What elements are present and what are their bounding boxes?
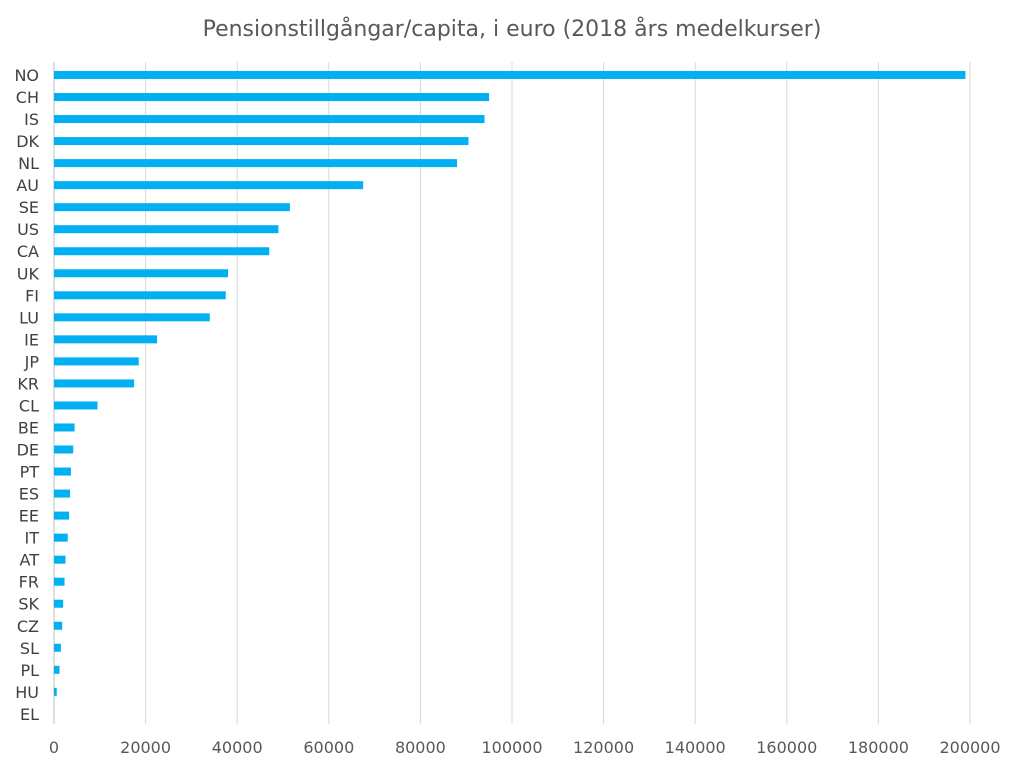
category-label: FR <box>19 573 39 592</box>
category-labels: NO CH IS DK NL AU SE US CA UK FI LU IE JP KR CL BE DE PT ES… <box>14 66 39 724</box>
bar <box>54 71 966 79</box>
category-label: PT <box>20 463 40 482</box>
category-label: KR <box>17 374 39 393</box>
chart-title: Pensionstillgångar/capita, i euro (2018 … <box>203 16 822 42</box>
category-label: US <box>17 220 39 239</box>
bar <box>54 687 57 696</box>
x-tick-label: 60000 <box>303 738 354 757</box>
bar <box>54 555 66 564</box>
x-tick-label: 180000 <box>848 738 909 757</box>
bar <box>54 467 71 476</box>
category-label: SL <box>20 639 39 658</box>
bar <box>54 181 364 190</box>
bar <box>54 115 485 124</box>
bar <box>54 643 61 652</box>
x-tick-label: 140000 <box>665 738 726 757</box>
bar <box>54 291 226 300</box>
category-label: CA <box>17 242 39 261</box>
bar <box>54 357 139 366</box>
category-label: IT <box>25 529 40 548</box>
x-axis-tick-labels: 0 20000 40000 60000 80000 100000 120000 140000 1… <box>49 738 1001 757</box>
category-label: AT <box>20 551 40 570</box>
x-tick-label: 160000 <box>756 738 817 757</box>
x-tick-label: 100000 <box>481 738 542 757</box>
category-label: IE <box>24 330 39 349</box>
bar <box>54 533 68 542</box>
bar <box>54 489 71 498</box>
x-tick-label: 0 <box>49 738 59 757</box>
bar <box>54 93 490 102</box>
x-tick-label: 120000 <box>573 738 634 757</box>
category-label: IS <box>24 110 39 129</box>
category-label: NL <box>18 154 39 173</box>
category-label: ES <box>19 485 39 504</box>
x-tick-label: 20000 <box>120 738 171 757</box>
bar <box>54 313 210 322</box>
bar <box>54 137 469 146</box>
bar <box>54 159 458 168</box>
category-label: PL <box>20 661 39 680</box>
category-label: SE <box>19 198 39 217</box>
bar <box>54 577 65 586</box>
category-label: DK <box>16 132 39 151</box>
category-label: EE <box>19 507 39 526</box>
category-label: LU <box>19 308 39 327</box>
category-label: SK <box>18 595 39 614</box>
bar <box>54 621 63 630</box>
x-tick-label: 80000 <box>395 738 446 757</box>
category-label: AU <box>16 176 39 195</box>
bar <box>54 599 64 608</box>
bar <box>54 203 290 212</box>
category-label: NO <box>14 66 39 85</box>
category-label: BE <box>18 418 39 437</box>
x-tick-label: 200000 <box>939 738 1000 757</box>
bar <box>54 665 60 674</box>
category-label: HU <box>15 683 39 702</box>
bar <box>54 269 229 278</box>
x-tick-label: 40000 <box>212 738 263 757</box>
grid-layer <box>53 62 971 724</box>
bar <box>54 401 98 410</box>
category-label: JP <box>24 352 40 371</box>
category-label: CL <box>19 396 39 415</box>
bar <box>54 225 279 234</box>
bar <box>54 511 70 520</box>
category-label: FI <box>25 286 39 305</box>
category-label: CH <box>16 88 39 107</box>
bar <box>54 247 270 256</box>
bar <box>54 335 158 344</box>
category-label: DE <box>17 441 39 460</box>
bar <box>54 379 135 388</box>
bar-layer <box>54 71 966 696</box>
bar <box>54 423 75 432</box>
category-label: UK <box>17 264 40 283</box>
bar <box>54 445 74 454</box>
category-label: EL <box>20 705 39 724</box>
category-label: CZ <box>17 617 39 636</box>
